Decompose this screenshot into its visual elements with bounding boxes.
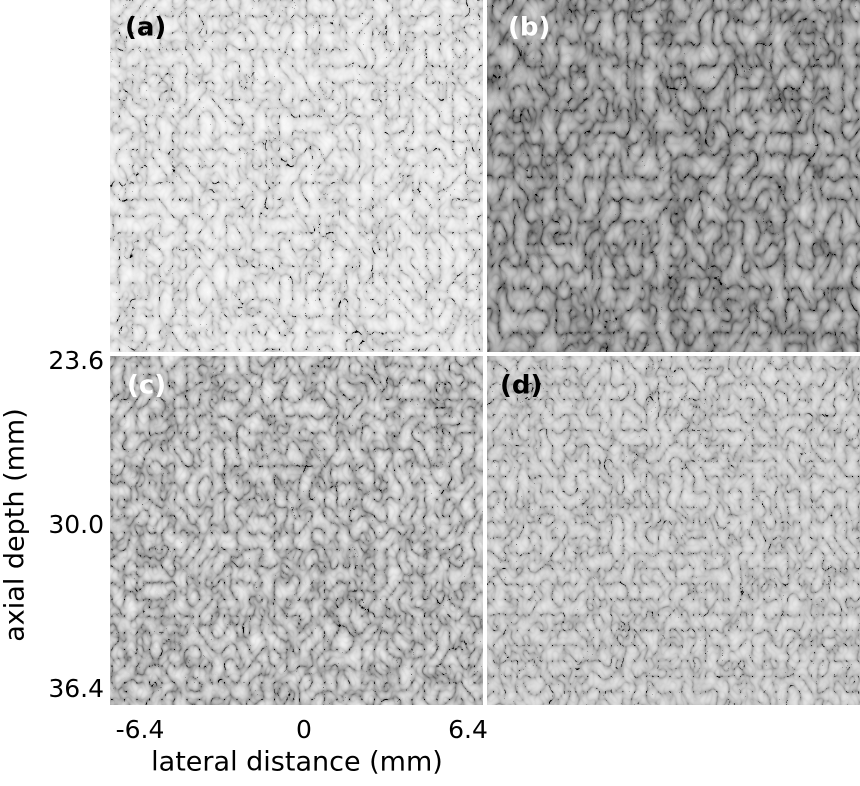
image-panel: [110, 356, 483, 705]
x-tick-label: 6.4: [448, 715, 488, 744]
image-panel: [110, 0, 483, 352]
x-tick-label: 0: [296, 715, 312, 744]
image-panel: [487, 0, 860, 352]
y-tick-label: 23.6: [48, 346, 104, 375]
y-tick-label: 30.0: [48, 510, 104, 539]
panel-label: (d): [500, 371, 542, 401]
x-tick-label: -6.4: [116, 715, 165, 744]
panel-label: (b): [508, 13, 550, 43]
x-axis-title: lateral distance (mm): [151, 747, 443, 778]
panel-label: (c): [127, 371, 166, 401]
image-panel: [487, 356, 860, 705]
y-axis-title: axial depth (mm): [0, 408, 31, 642]
panel-label: (a): [125, 13, 166, 43]
y-tick-label: 36.4: [48, 674, 104, 703]
